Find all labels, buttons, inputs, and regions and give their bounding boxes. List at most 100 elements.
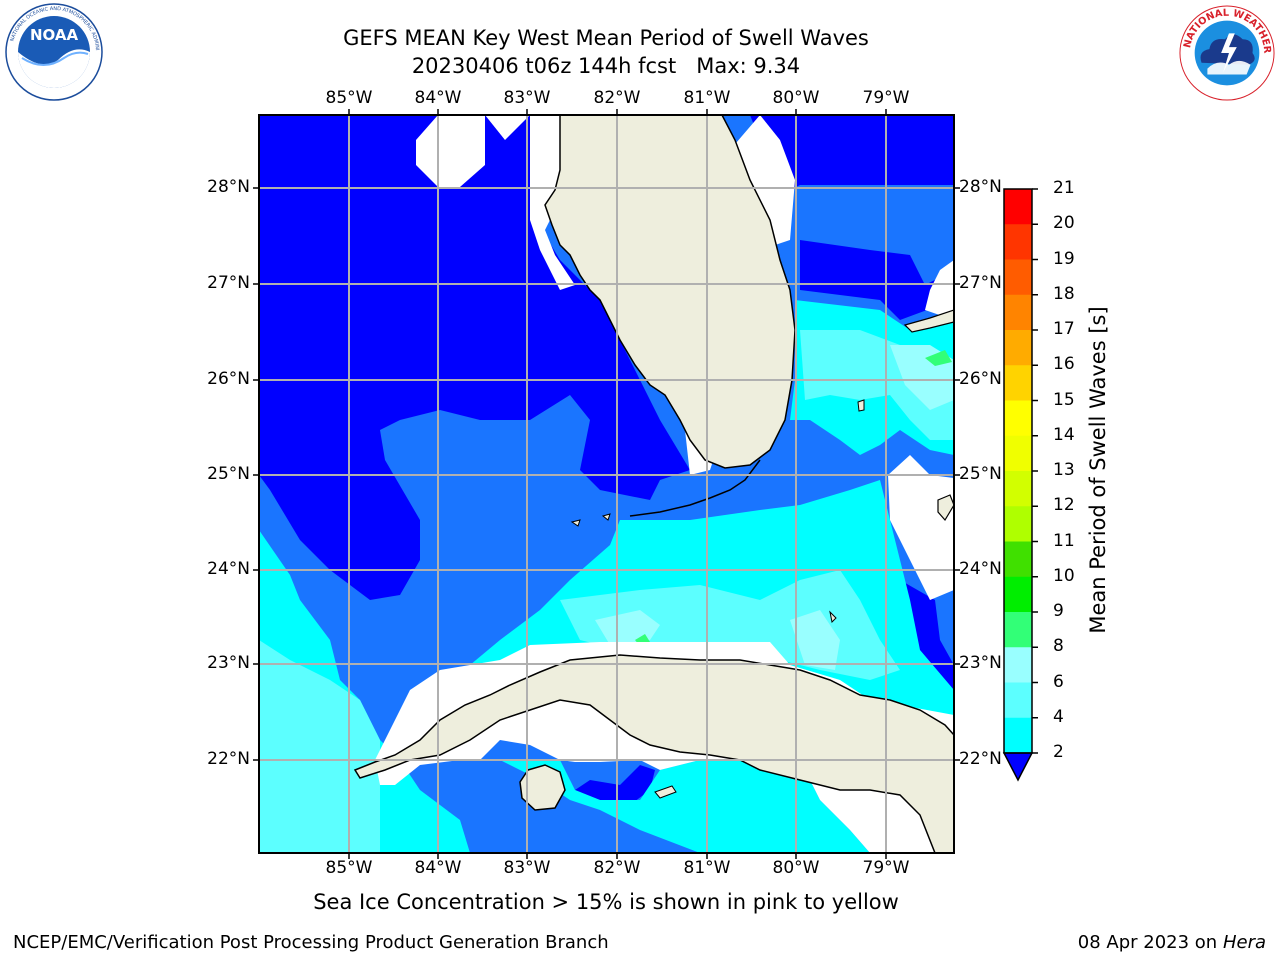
lon-tick-label: 82°W	[593, 858, 641, 878]
colorbar-tick-label: 14	[1053, 424, 1075, 445]
svg-text:NOAA: NOAA	[30, 26, 79, 44]
colorbar-tick-label: 12	[1053, 495, 1075, 516]
lat-tick-label: 22°N	[959, 749, 1002, 769]
lon-tick-label: 83°W	[503, 88, 551, 108]
small-island	[601, 513, 611, 521]
small-island	[654, 785, 677, 799]
colorbar-tick-label: 11	[1053, 530, 1075, 551]
cuba-land	[353, 654, 954, 853]
lon-tick-label: 83°W	[503, 858, 551, 878]
lat-tick-label: 22°N	[207, 749, 250, 769]
lon-tick-label: 84°W	[414, 858, 462, 878]
sea-ice-note: Sea Ice Concentration > 15% is shown in …	[313, 890, 899, 914]
lon-tick-label: 79°W	[862, 88, 910, 108]
small-island	[857, 399, 865, 412]
map-frame	[258, 114, 955, 854]
colorbar-swatch	[1004, 400, 1032, 437]
lat-tick-label: 25°N	[959, 464, 1002, 484]
lat-tick-label: 24°N	[959, 559, 1002, 579]
lon-tick-label: 85°W	[325, 88, 373, 108]
lon-tick-label: 85°W	[325, 858, 373, 878]
colorbar-swatch	[1004, 224, 1032, 260]
period-lt2-south	[575, 765, 655, 805]
no-data-cell	[485, 115, 530, 140]
lat-tick-label: 24°N	[207, 559, 250, 579]
colorbar-swatch	[1004, 259, 1032, 296]
noaa-logo: NOAA NATIONAL OCEANIC AND ATMOSPHERIC AD…	[4, 2, 103, 101]
lat-tick-label: 26°N	[959, 369, 1002, 389]
lon-tick-label: 80°W	[772, 88, 820, 108]
colorbar-swatch	[1004, 330, 1032, 366]
period-4-6-south	[500, 760, 870, 853]
colorbar-tick-label: 21	[1053, 178, 1075, 198]
colorbar-swatch	[1004, 189, 1032, 225]
map-gridlines	[259, 115, 954, 853]
period-8-9-straits	[790, 610, 840, 670]
colorbar-swatch	[1004, 506, 1032, 542]
colorbar-swatch	[1004, 471, 1032, 507]
nws-logo: NATIONAL WEATHER SERVICE	[1178, 4, 1275, 101]
lat-tick-label: 28°N	[959, 177, 1002, 197]
lat-tick-label: 23°N	[959, 653, 1002, 673]
bahamas-island	[937, 494, 954, 522]
colorbar-tick-label: 20	[1053, 213, 1075, 234]
colorbar-swatch	[1004, 576, 1032, 613]
colorbar-tick-label: 9	[1053, 601, 1064, 621]
colorbar-tick-label: 8	[1053, 636, 1064, 657]
period-lt2-atlantic-2	[800, 240, 954, 320]
lon-tick-label: 82°W	[593, 88, 641, 108]
colorbar-tick-label: 10	[1053, 565, 1075, 586]
footer-right: 08 Apr 2023 on Hera	[1078, 932, 1266, 953]
no-data-cell	[888, 455, 954, 600]
florida-keys	[629, 459, 761, 517]
chart-title: GEFS MEAN Key West Mean Period of Swell …	[343, 26, 869, 50]
colorbar-title: Mean Period of Swell Waves [s]	[1086, 306, 1110, 634]
period-9-10-atlantic	[925, 350, 952, 366]
lat-tick-label: 28°N	[207, 177, 250, 197]
colorbar-swatch	[1004, 365, 1032, 401]
colorbar-swatch	[1004, 647, 1032, 683]
colorbar-swatch	[1004, 612, 1032, 648]
colorbar-swatch	[1004, 541, 1032, 578]
colorbar-tick-label: 16	[1053, 354, 1075, 375]
colorbar-tick-label: 17	[1053, 319, 1075, 339]
isle-of-youth	[519, 764, 566, 811]
colorbar-tick-label: 19	[1053, 248, 1075, 269]
no-data-cell	[730, 115, 795, 250]
period-lt2-gulf	[259, 115, 690, 600]
period-lt2-atlantic	[750, 115, 954, 190]
bahamas-island	[903, 309, 954, 333]
colorbar-tick-label: 4	[1053, 706, 1064, 727]
colorbar-swatch	[1004, 294, 1032, 331]
no-data-cell	[925, 260, 954, 320]
colorbar-tick-label: 18	[1053, 283, 1075, 304]
lat-tick-label: 25°N	[207, 464, 250, 484]
footer-date: 08 Apr 2023 on	[1077, 932, 1223, 953]
small-island	[570, 519, 581, 527]
lon-tick-label: 81°W	[683, 858, 731, 878]
period-lt2-east	[900, 580, 954, 700]
footer-host: Hera	[1222, 932, 1266, 953]
lon-tick-label: 80°W	[772, 858, 820, 878]
no-data-cell	[416, 115, 485, 187]
colorbar-swatch	[1004, 682, 1032, 719]
lat-tick-label: 27°N	[207, 273, 250, 293]
colorbar-tick-label: 15	[1053, 389, 1075, 410]
colorbar-tick-label: 2	[1053, 742, 1064, 762]
footer-left: NCEP/EMC/Verification Post Processing Pr…	[13, 932, 609, 953]
chart-subtitle: 20230406 t06z 144h fcst Max: 9.34	[411, 54, 801, 78]
lat-tick-label: 27°N	[959, 273, 1002, 293]
colorbar-under-triangle	[1002, 752, 1034, 782]
colorbar-tick-label: 6	[1053, 671, 1064, 692]
lat-tick-label: 23°N	[207, 653, 250, 673]
colorbar-swatch	[1004, 717, 1032, 754]
lat-tick-label: 26°N	[207, 369, 250, 389]
lon-tick-label: 81°W	[683, 88, 731, 108]
small-island	[829, 610, 837, 624]
lon-tick-label: 79°W	[862, 858, 910, 878]
colorbar-tick-label: 13	[1053, 460, 1075, 480]
colorbar-swatch	[1004, 435, 1032, 472]
